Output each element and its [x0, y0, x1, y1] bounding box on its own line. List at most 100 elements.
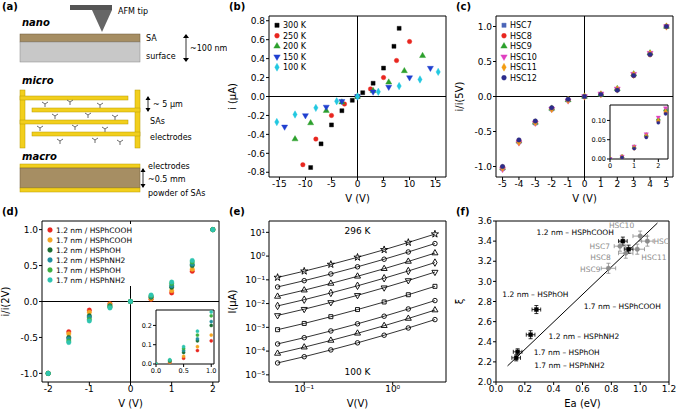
- svg-text:10¹: 10¹: [250, 228, 265, 238]
- svg-text:10⁻²: 10⁻²: [245, 299, 265, 309]
- svg-text:HSC8: HSC8: [590, 253, 611, 262]
- svg-text:0.1: 0.1: [142, 341, 152, 349]
- svg-text:0.2: 0.2: [251, 73, 265, 83]
- svg-text:HSC12: HSC12: [653, 237, 669, 246]
- svg-text:~100 nm: ~100 nm: [190, 44, 227, 53]
- svg-text:1: 1: [598, 179, 604, 189]
- svg-text:SA: SA: [146, 34, 157, 43]
- svg-text:2.0: 2.0: [478, 377, 493, 387]
- svg-text:1.7 nm / HSPhNH2: 1.7 nm / HSPhNH2: [56, 276, 126, 285]
- svg-text:i/i(2V): i/i(2V): [0, 286, 11, 316]
- svg-text:10⁻¹: 10⁻¹: [245, 275, 265, 285]
- svg-text:2.4: 2.4: [478, 337, 493, 347]
- svg-text:0.4: 0.4: [251, 54, 266, 64]
- svg-text:1.0: 1.0: [206, 367, 216, 375]
- svg-text:0: 0: [608, 162, 612, 170]
- svg-text:0: 0: [582, 179, 588, 189]
- svg-text:1.0: 1.0: [478, 22, 493, 32]
- svg-text:10⁻¹: 10⁻¹: [294, 384, 314, 394]
- svg-text:0.4: 0.4: [547, 384, 562, 394]
- svg-text:Ea (eV): Ea (eV): [564, 398, 601, 409]
- svg-text:1.2 nm / HSPhNH2: 1.2 nm / HSPhNH2: [56, 256, 126, 265]
- svg-text:-3: -3: [531, 179, 540, 189]
- svg-text:1.2 nm / HSPhCOOH: 1.2 nm / HSPhCOOH: [56, 226, 132, 235]
- svg-text:10: 10: [404, 179, 416, 189]
- svg-text:-1.0: -1.0: [474, 162, 492, 172]
- svg-text:10⁻⁴: 10⁻⁴: [245, 346, 265, 356]
- svg-text:0.5: 0.5: [178, 367, 188, 375]
- svg-text:1.2: 1.2: [662, 384, 676, 394]
- svg-text:1.7 nm / HSPhCOOH: 1.7 nm / HSPhCOOH: [56, 236, 132, 245]
- svg-text:0.0: 0.0: [24, 297, 39, 307]
- svg-text:0.0: 0.0: [151, 367, 161, 375]
- svg-text:3: 3: [631, 179, 637, 189]
- svg-text:0.0: 0.0: [251, 92, 266, 102]
- svg-text:0: 0: [355, 179, 361, 189]
- svg-text:macro: macro: [22, 151, 57, 162]
- svg-text:HSC8: HSC8: [510, 32, 532, 41]
- svg-text:-1.0: -1.0: [20, 369, 38, 379]
- svg-text:300 K: 300 K: [283, 21, 307, 30]
- svg-text:250 K: 250 K: [283, 32, 307, 41]
- svg-text:1.2 nm – HSPhCOOH: 1.2 nm – HSPhCOOH: [537, 228, 614, 237]
- svg-text:I(μA): I(μA): [227, 289, 238, 313]
- svg-text:ξ: ξ: [454, 299, 465, 305]
- svg-text:1: 1: [632, 162, 636, 170]
- svg-text:0.0: 0.0: [478, 92, 493, 102]
- svg-text:HSC7: HSC7: [590, 242, 611, 251]
- svg-text:-0.6: -0.6: [247, 149, 265, 159]
- svg-text:200 K: 200 K: [283, 42, 307, 51]
- svg-text:HSC9: HSC9: [580, 265, 601, 274]
- svg-text:0: 0: [128, 384, 134, 394]
- svg-text:(b): (b): [229, 1, 245, 12]
- svg-text:1.2 nm – HSPhOH: 1.2 nm – HSPhOH: [502, 290, 568, 299]
- svg-text:0.5: 0.5: [478, 57, 492, 67]
- svg-text:3.0: 3.0: [478, 277, 493, 287]
- svg-text:1.2 nm / HSPhOH: 1.2 nm / HSPhOH: [56, 246, 121, 255]
- svg-text:1.0: 1.0: [633, 384, 648, 394]
- svg-text:1.7 nm – HSPhNH2: 1.7 nm – HSPhNH2: [534, 361, 605, 370]
- svg-text:HSC12: HSC12: [510, 74, 537, 83]
- svg-text:0.8: 0.8: [251, 16, 266, 26]
- svg-text:-1: -1: [564, 179, 573, 189]
- svg-text:10⁰: 10⁰: [385, 384, 400, 394]
- svg-text:-5: -5: [327, 179, 336, 189]
- svg-text:micro: micro: [22, 75, 54, 86]
- svg-text:powder of SAs: powder of SAs: [148, 189, 205, 198]
- svg-text:0.05: 0.05: [592, 136, 606, 144]
- svg-text:(e): (e): [229, 206, 245, 217]
- svg-text:2.6: 2.6: [478, 317, 493, 327]
- svg-text:V (V): V (V): [118, 398, 143, 409]
- svg-text:2.8: 2.8: [478, 297, 493, 307]
- svg-text:electrodes: electrodes: [150, 133, 192, 142]
- svg-text:10⁰: 10⁰: [250, 251, 265, 261]
- svg-text:1.2 nm – HSPhNH2: 1.2 nm – HSPhNH2: [549, 332, 620, 341]
- svg-text:4: 4: [647, 179, 653, 189]
- svg-text:(f): (f): [456, 206, 470, 217]
- svg-text:(d): (d): [2, 206, 18, 217]
- svg-text:electrodes: electrodes: [148, 162, 190, 171]
- svg-text:1: 1: [169, 384, 175, 394]
- svg-text:5: 5: [664, 179, 670, 189]
- svg-text:5: 5: [381, 179, 387, 189]
- svg-text:(c): (c): [456, 1, 471, 12]
- svg-text:15: 15: [430, 179, 441, 189]
- svg-text:HSC10: HSC10: [510, 53, 537, 62]
- svg-text:V(V): V(V): [347, 398, 369, 409]
- svg-text:V (V): V (V): [572, 193, 597, 204]
- svg-text:1.7 nm – HSPhOH: 1.7 nm – HSPhOH: [534, 348, 600, 357]
- svg-text:AFM tip: AFM tip: [118, 7, 148, 16]
- svg-text:-0.8: -0.8: [247, 167, 265, 177]
- svg-text:1.7 nm – HSPhCOOH: 1.7 nm – HSPhCOOH: [584, 302, 661, 311]
- svg-text:-4: -4: [514, 179, 523, 189]
- svg-text:-5: -5: [498, 179, 507, 189]
- svg-text:100 K: 100 K: [283, 63, 307, 72]
- svg-text:-2: -2: [547, 179, 556, 189]
- svg-text:2.2: 2.2: [478, 357, 492, 367]
- svg-text:1.7 nm / HSPhOH: 1.7 nm / HSPhOH: [56, 266, 121, 275]
- svg-text:0.8: 0.8: [604, 384, 619, 394]
- svg-text:-0.2: -0.2: [247, 111, 265, 121]
- svg-text:-0.5: -0.5: [20, 333, 38, 343]
- svg-text:10⁻⁵: 10⁻⁵: [245, 370, 265, 380]
- svg-text:2: 2: [210, 384, 216, 394]
